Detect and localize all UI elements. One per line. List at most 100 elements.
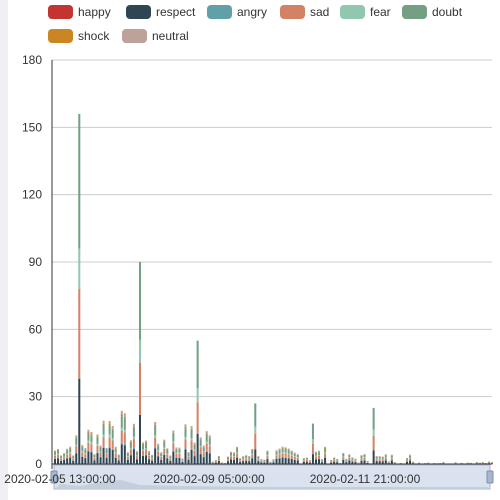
bar-segment-neutral[interactable] [318,450,321,452]
bar-segment-neutral[interactable] [190,426,193,429]
bar-segment-sad[interactable] [126,456,129,460]
bar-segment-sad[interactable] [217,458,220,461]
bar-segment-shock[interactable] [69,447,72,449]
bar-segment-doubt[interactable] [272,459,275,461]
bar-segment-respect[interactable] [199,454,202,464]
bar-segment-angry[interactable] [205,450,208,452]
bar-segment-shock[interactable] [129,441,132,443]
bar-segment-sad[interactable] [308,461,311,463]
bar-segment-sad[interactable] [384,457,387,461]
bar-segment-fear[interactable] [290,454,293,456]
bar-segment-angry[interactable] [172,450,175,452]
bar-segment-sad[interactable] [66,454,69,458]
bar-segment-respect[interactable] [163,454,166,464]
bar-segment-fear[interactable] [90,442,93,445]
bar-segment-doubt[interactable] [105,449,108,454]
bar-segment-sad[interactable] [375,459,378,461]
bar-segment-doubt[interactable] [166,449,169,454]
bar-segment-fear[interactable] [148,455,151,456]
bar-segment-neutral[interactable] [166,448,169,450]
bar-segment-fear[interactable] [208,444,211,447]
bar-segment-neutral[interactable] [123,413,126,417]
bar-segment-sad[interactable] [163,448,166,455]
bar-segment-fear[interactable] [132,436,135,440]
bar-segment-fear[interactable] [193,449,196,451]
bar-segment-doubt[interactable] [251,450,254,454]
bar-segment-respect[interactable] [308,462,311,464]
bar-segment-neutral[interactable] [257,456,260,457]
bar-segment-sad[interactable] [78,288,81,379]
bar-segment-neutral[interactable] [126,452,129,454]
bar-segment-neutral[interactable] [111,425,114,429]
bar-segment-fear[interactable] [254,426,257,434]
bar-segment-doubt[interactable] [354,459,357,461]
bar-segment-doubt[interactable] [384,455,387,458]
bar-segment-doubt[interactable] [302,458,305,461]
bar-segment-sad[interactable] [172,443,175,451]
bar-segment-doubt[interactable] [172,433,175,442]
bar-segment-angry[interactable] [90,451,93,453]
bar-segment-doubt[interactable] [196,340,199,389]
bar-segment-neutral[interactable] [129,440,132,442]
bar-segment-respect[interactable] [248,461,251,464]
bar-segment-doubt[interactable] [296,455,299,458]
bar-segment-sad[interactable] [260,461,263,463]
bar-segment-neutral[interactable] [378,456,381,457]
bar-segment-respect[interactable] [336,462,339,464]
bar-segment-doubt[interactable] [57,450,60,454]
bar-segment-fear[interactable] [69,452,72,454]
bar-segment-doubt[interactable] [175,449,178,453]
bar-segment-neutral[interactable] [208,435,211,438]
bar-segment-doubt[interactable] [217,456,220,459]
bar-segment-neutral[interactable] [63,452,66,454]
bar-segment-respect[interactable] [384,460,387,464]
bar-segment-sad[interactable] [99,452,102,457]
bar-segment-fear[interactable] [54,454,57,456]
bar-segment-sad[interactable] [157,451,160,456]
bar-segment-sad[interactable] [193,450,196,456]
bar-segment-sad[interactable] [351,459,354,462]
bar-segment-doubt[interactable] [99,447,102,452]
bar-segment-sad[interactable] [372,435,375,451]
bar-segment-sad[interactable] [214,461,217,463]
bar-segment-sad[interactable] [412,462,415,464]
bar-segment-sad[interactable] [333,459,336,462]
legend-item-shock[interactable]: shock [48,26,109,46]
bar-segment-doubt[interactable] [75,438,78,445]
bar-segment-neutral[interactable] [281,446,284,448]
bar-segment-neutral[interactable] [75,435,78,438]
bar-segment-doubt[interactable] [208,438,211,445]
bar-segment-sad[interactable] [63,457,66,460]
bar-segment-doubt[interactable] [233,453,236,457]
bar-segment-fear[interactable] [72,458,75,459]
bar-segment-sad[interactable] [102,437,105,447]
bar-segment-respect[interactable] [281,457,284,464]
bar-segment-doubt[interactable] [366,461,369,462]
bar-segment-shock[interactable] [90,434,93,436]
bar-segment-doubt[interactable] [169,456,172,459]
bar-segment-sad[interactable] [378,459,381,461]
bar-segment-fear[interactable] [187,455,190,457]
bar-segment-doubt[interactable] [93,455,96,458]
bar-segment-fear[interactable] [172,441,175,444]
bar-segment-doubt[interactable] [199,440,202,446]
bar-segment-respect[interactable] [60,460,63,464]
bar-segment-shock[interactable] [75,437,78,439]
bar-segment-neutral[interactable] [105,447,108,450]
bar-segment-doubt[interactable] [290,451,293,455]
bar-segment-sad[interactable] [108,437,111,447]
bar-segment-angry[interactable] [108,446,111,449]
bar-segment-sad[interactable] [202,452,205,457]
bar-segment-fear[interactable] [190,438,193,441]
bar-segment-sad[interactable] [117,458,120,461]
bar-segment-sad[interactable] [272,460,275,463]
bar-segment-doubt[interactable] [178,449,181,453]
bar-segment-sad[interactable] [90,444,93,452]
bar-segment-doubt[interactable] [318,452,321,455]
bar-segment-doubt[interactable] [375,456,378,459]
bar-segment-neutral[interactable] [314,451,317,453]
bar-segment-fear[interactable] [102,434,105,438]
bar-segment-neutral[interactable] [409,454,412,456]
bar-segment-fear[interactable] [311,439,314,444]
bar-segment-sad[interactable] [296,457,299,461]
